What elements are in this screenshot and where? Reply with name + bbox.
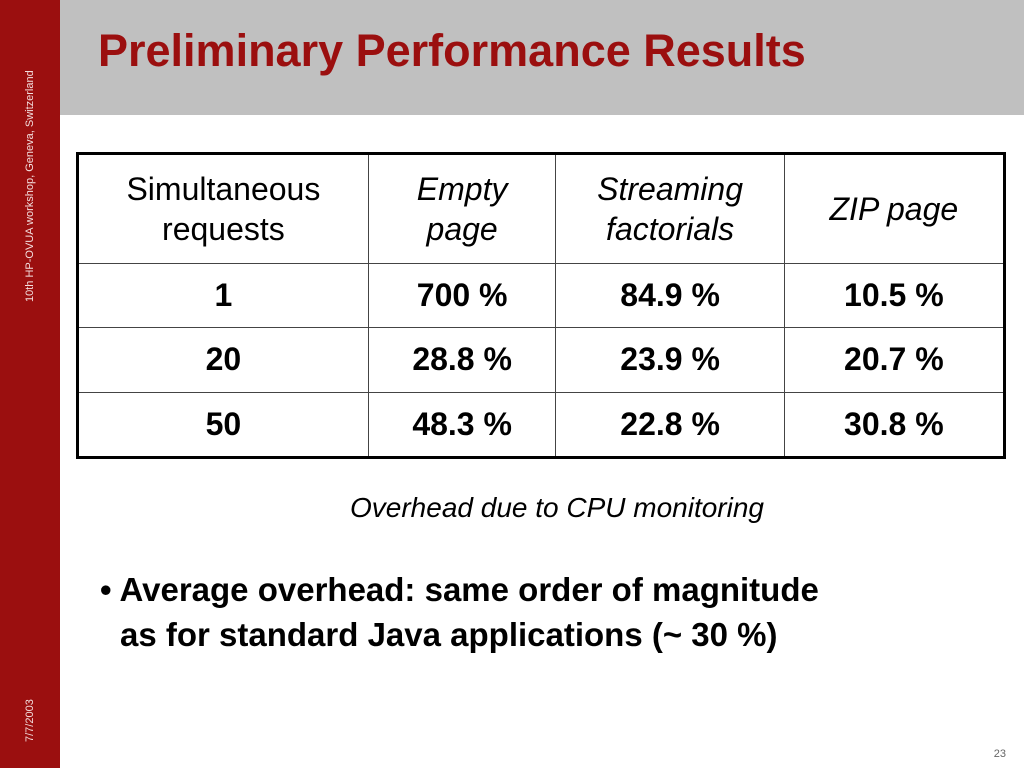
- page-title: Preliminary Performance Results: [98, 25, 806, 76]
- table-cell: 1: [77, 262, 369, 329]
- header-line: factorials: [606, 211, 735, 247]
- sidebar: 10th HP-OVUA workshop, Geneva, Switzerla…: [0, 0, 60, 768]
- table-cell: 10.5 %: [783, 262, 1006, 329]
- table-cell: 28.8 %: [367, 327, 557, 393]
- table-cell: 700 %: [367, 262, 557, 329]
- table-row: 20 28.8 % 23.9 % 20.7 %: [77, 327, 1006, 393]
- header-line: Streaming: [597, 171, 743, 207]
- table-caption: Overhead due to CPU monitoring: [350, 492, 764, 523]
- table-cell: 30.8 %: [783, 391, 1006, 459]
- header-simultaneous-requests: Simultaneous requests: [77, 153, 369, 264]
- header-line: ZIP page: [829, 191, 959, 227]
- table-row: 50 48.3 % 22.8 % 30.8 %: [77, 391, 1006, 459]
- workshop-label: 10th HP-OVUA workshop, Geneva, Switzerla…: [24, 70, 36, 302]
- header-empty-page: Empty page: [367, 153, 557, 264]
- header-line: requests: [162, 211, 285, 247]
- header-zip-page: ZIP page: [783, 153, 1006, 264]
- table-cell: 20: [77, 327, 369, 393]
- date-label: 7/7/2003: [24, 699, 36, 742]
- header-line: Empty: [416, 171, 508, 207]
- header-line: page: [426, 211, 498, 247]
- header-streaming-factorials: Streaming factorials: [555, 153, 785, 264]
- table-cell: 23.9 %: [555, 327, 785, 393]
- table-header-row: Simultaneous requests Empty page Streami…: [77, 153, 1006, 264]
- header-band: Preliminary Performance Results: [60, 0, 1024, 115]
- bullet-marker: •: [100, 571, 112, 608]
- bullet-point: • Average overhead: same order of magnit…: [100, 568, 1000, 657]
- table-cell: 50: [77, 391, 369, 459]
- table-cell: 20.7 %: [783, 327, 1006, 393]
- table-cell: 22.8 %: [555, 391, 785, 459]
- table-row: 1 700 % 84.9 % 10.5 %: [77, 262, 1006, 329]
- header-line: Simultaneous: [126, 171, 321, 207]
- table-cell: 48.3 %: [367, 391, 557, 459]
- bullet-line-1: Average overhead: same order of magnitud…: [119, 571, 819, 608]
- bullet-line-2: as for standard Java applications (~ 30 …: [120, 615, 778, 653]
- results-table: Simultaneous requests Empty page Streami…: [76, 152, 1006, 459]
- page-number: 23: [993, 748, 1006, 760]
- table-cell: 84.9 %: [555, 262, 785, 329]
